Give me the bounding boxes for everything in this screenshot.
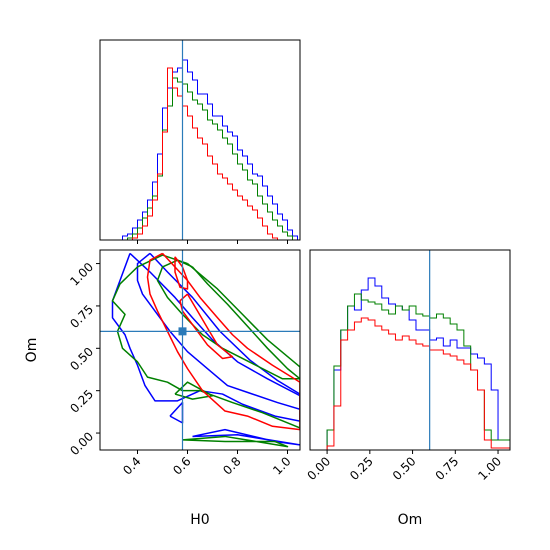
joint-contour-plot-area: [100, 250, 300, 450]
x-axis-label-om: Om: [398, 512, 423, 528]
joint-frame: [99, 249, 301, 451]
h0-histogram-panel: [99, 39, 301, 244]
x-axis-label-h0: H0: [190, 512, 209, 528]
h0-histogram-series-red: [102, 67, 298, 241]
contour-green-1: [156, 259, 300, 380]
contour-red-3: [146, 252, 300, 431]
h0-histogram-plot-area: [102, 40, 298, 241]
om-histogram-series-blue: [326, 277, 511, 450]
joint-contour-panel: 0.4 0.6 0.8 1.00.000.250.500.751.00 H0 Om: [24, 249, 301, 528]
h0-histogram-series-green: [102, 77, 298, 241]
h0-histogram-frame: [99, 39, 301, 241]
contour-green-4: [182, 435, 289, 448]
contour-green-2: [111, 254, 300, 429]
contour-green-3: [174, 381, 214, 400]
om-histogram-frame: [309, 249, 511, 451]
contour-blue-4: [192, 428, 300, 446]
contour-blue-2: [111, 252, 300, 422]
om-histogram-series-red: [326, 317, 511, 450]
y-axis-label-om: Om: [24, 338, 40, 363]
truth-marker: [178, 327, 187, 336]
h0-histogram-ticks: [137, 240, 288, 244]
om-histogram-plot-area: [326, 250, 511, 450]
contour-red-2: [179, 293, 234, 360]
